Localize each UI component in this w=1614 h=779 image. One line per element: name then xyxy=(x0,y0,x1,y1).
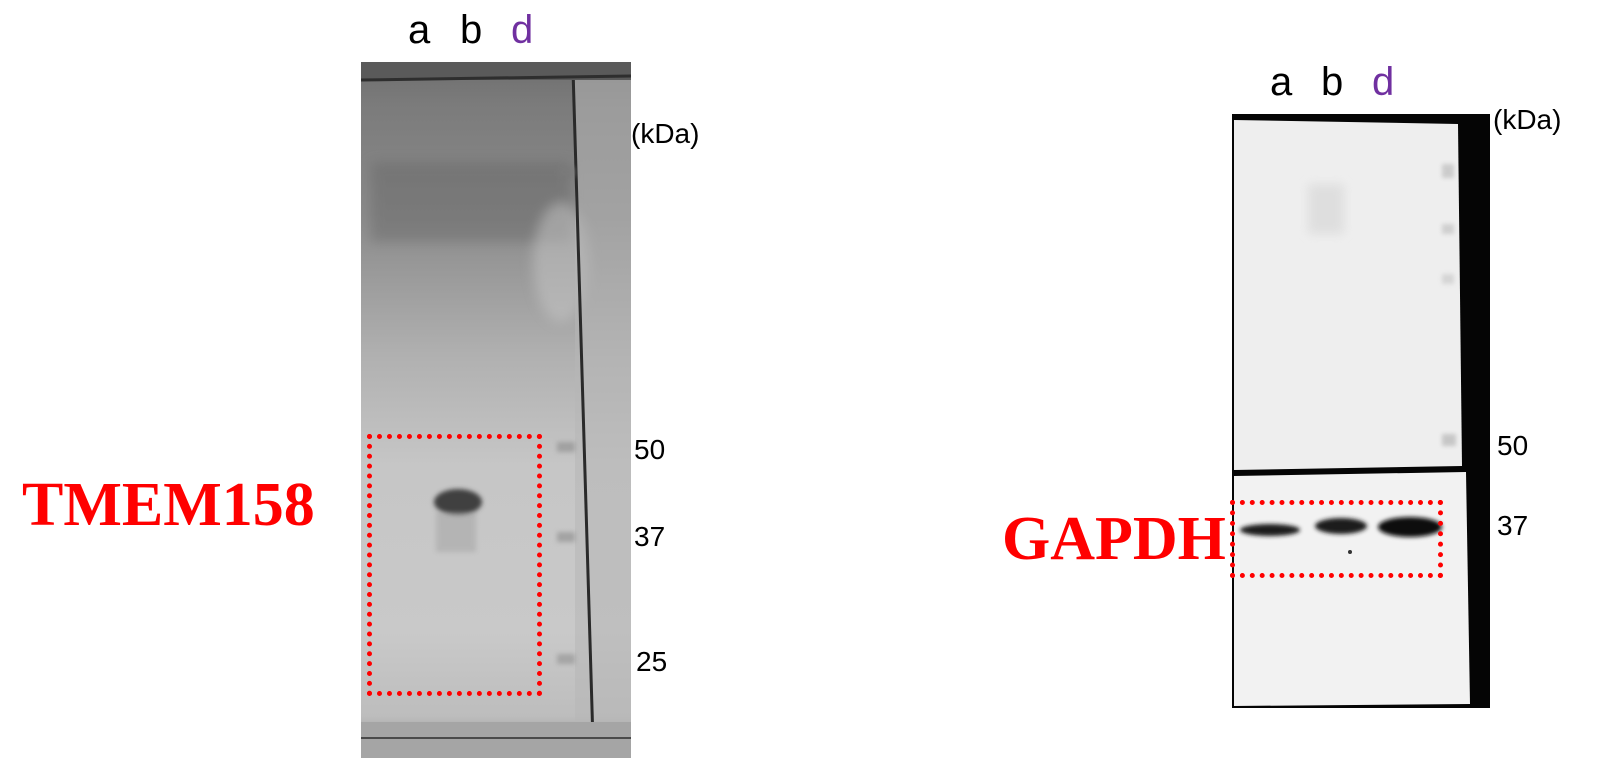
lane-label-d: d xyxy=(511,8,534,52)
lane-label-b: b xyxy=(460,8,483,52)
lane-label-b: b xyxy=(1321,60,1344,104)
marker-50: 50 xyxy=(634,434,666,465)
tmem158-label: TMEM158 xyxy=(22,471,315,539)
marker-25: 25 xyxy=(636,646,668,677)
tmem158-blot-image xyxy=(361,62,631,758)
lane-label-d: d xyxy=(1372,60,1395,104)
gapdh-label: GAPDH xyxy=(1002,505,1226,573)
kda-unit-label: (kDa) xyxy=(1493,104,1562,135)
kda-unit-label: (kDa) xyxy=(631,118,700,149)
gapdh-blot-image xyxy=(1232,114,1490,708)
lane-label-a: a xyxy=(1270,60,1293,104)
marker-37: 37 xyxy=(1497,510,1529,541)
tmem158-highlight-box xyxy=(367,434,542,696)
gapdh-highlight-box xyxy=(1230,500,1443,578)
lane-label-a: a xyxy=(408,8,431,52)
marker-37: 37 xyxy=(634,521,666,552)
marker-50: 50 xyxy=(1497,430,1529,461)
